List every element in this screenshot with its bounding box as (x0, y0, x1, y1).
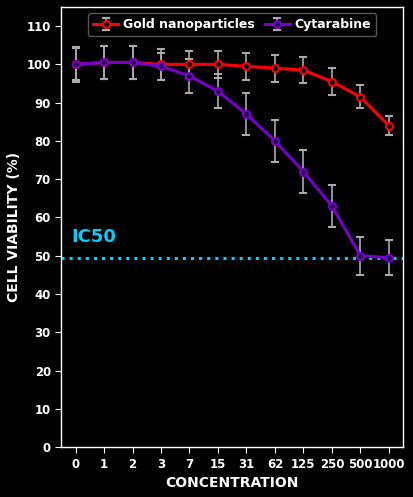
X-axis label: CONCENTRATION: CONCENTRATION (166, 476, 299, 490)
Legend: Gold nanoparticles, Cytarabine: Gold nanoparticles, Cytarabine (88, 13, 376, 36)
Y-axis label: CELL VIABILITY (%): CELL VIABILITY (%) (7, 152, 21, 302)
Text: IC50: IC50 (71, 228, 116, 246)
